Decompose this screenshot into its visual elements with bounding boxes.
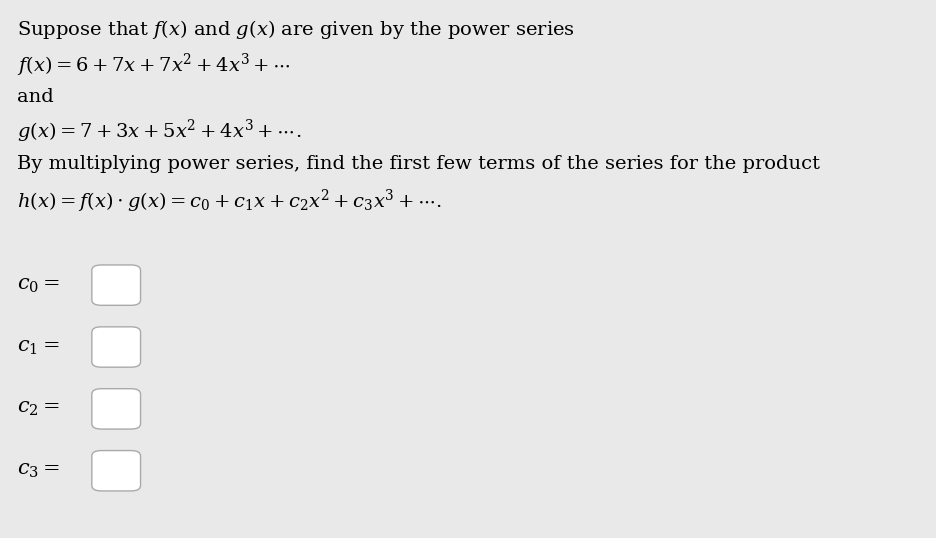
- Text: $f(x) = 6 + 7x + 7x^2 + 4x^3 + \cdots$: $f(x) = 6 + 7x + 7x^2 + 4x^3 + \cdots$: [17, 52, 290, 79]
- Text: Suppose that $f(x)$ and $g(x)$ are given by the power series: Suppose that $f(x)$ and $g(x)$ are given…: [17, 18, 574, 41]
- Text: $c_0 =$: $c_0 =$: [17, 275, 60, 295]
- Text: $h(x) = f(x) \cdot g(x) = c_0 + c_1 x + c_2 x^2 + c_3 x^3 + \cdots$.: $h(x) = f(x) \cdot g(x) = c_0 + c_1 x + …: [17, 188, 442, 215]
- Text: $g(x) = 7 + 3x + 5x^2 + 4x^3 + \cdots$.: $g(x) = 7 + 3x + 5x^2 + 4x^3 + \cdots$.: [17, 118, 301, 145]
- FancyBboxPatch shape: [92, 327, 140, 367]
- FancyBboxPatch shape: [92, 265, 140, 306]
- FancyBboxPatch shape: [92, 451, 140, 491]
- Text: By multiplying power series, find the first few terms of the series for the prod: By multiplying power series, find the fi…: [17, 155, 819, 173]
- FancyBboxPatch shape: [92, 388, 140, 429]
- Text: and: and: [17, 88, 53, 106]
- Text: $c_1 =$: $c_1 =$: [17, 337, 60, 357]
- Text: $c_2 =$: $c_2 =$: [17, 399, 60, 419]
- Text: $c_3 =$: $c_3 =$: [17, 461, 60, 480]
